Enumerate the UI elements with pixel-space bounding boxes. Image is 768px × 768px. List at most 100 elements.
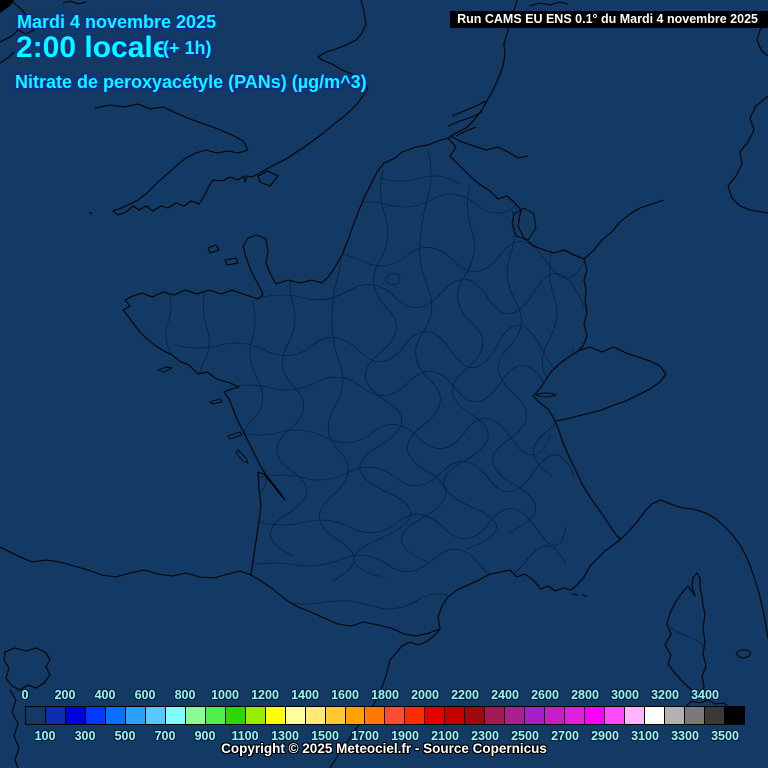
copyright-label: Copyright © 2025 Meteociel.fr - Source C… (221, 741, 547, 756)
legend-value-label: 2900 (591, 729, 619, 743)
legend-value-label: 1000 (211, 688, 239, 702)
legend-value-label: 1800 (371, 688, 399, 702)
legend-cell (225, 707, 246, 724)
zeeland-1 (447, 111, 483, 127)
color-scale-bar (25, 706, 745, 725)
legend-value-label: 900 (194, 729, 216, 743)
department-borders (165, 149, 611, 610)
legend-cell (505, 707, 526, 724)
run-info-box: Run CAMS EU ENS 0.1° du Mardi 4 novembre… (450, 11, 768, 28)
lake-geneva (535, 392, 557, 398)
legend-value-label: 0 (21, 688, 29, 702)
legend-cell (585, 707, 606, 724)
legend-value-label: 1300 (271, 729, 299, 743)
time-label: 2:00 locale (16, 31, 170, 64)
legend-cell (565, 707, 586, 724)
legend-cell (45, 707, 66, 724)
legend-value-label: 2700 (551, 729, 579, 743)
legend-cell (125, 707, 146, 724)
legend-cell (445, 707, 466, 724)
corsica-dept-line (669, 627, 705, 647)
time-offset-label: (+ 1h) (163, 38, 212, 58)
legend-value-label: 2100 (431, 729, 459, 743)
legend-cell (645, 707, 665, 724)
legend-value-label: 100 (34, 729, 56, 743)
legend-value-label: 1600 (331, 688, 359, 702)
legend-cell (65, 707, 86, 724)
legend-value-label: 3500 (711, 729, 739, 743)
ile-de-re (227, 431, 243, 440)
belle-ile (157, 366, 173, 373)
porquerolles (571, 593, 588, 597)
wales-bristol-coast (94, 103, 249, 151)
legend-value-label: 2500 (511, 729, 539, 743)
legend-cell (105, 707, 126, 724)
legend-value-label: 3100 (631, 729, 659, 743)
legend-cell (26, 707, 46, 724)
legend-cell (245, 707, 266, 724)
legend-cell (185, 707, 206, 724)
zeeland-3 (455, 126, 477, 137)
germany-border (583, 199, 665, 260)
legend-cell (605, 707, 626, 724)
legend-cell (305, 707, 326, 724)
legend-value-label: 3000 (611, 688, 639, 702)
legend-value-label: 1500 (311, 729, 339, 743)
spain-north-coast (0, 546, 252, 579)
legend-value-label: 300 (74, 729, 96, 743)
elba-island (735, 649, 752, 659)
belgium-coast (447, 119, 475, 139)
isle-of-wight (257, 170, 279, 187)
france-outline (122, 137, 622, 637)
legend-value-label: 1100 (231, 729, 259, 743)
legend-cell (85, 707, 106, 724)
legend-cell (465, 707, 486, 724)
variable-label: Nitrate de peroxyacétyle (PANs) (µg/m^3) (15, 72, 367, 92)
legend-value-label: 2200 (451, 688, 479, 702)
guernsey (207, 244, 220, 254)
legend-value-label: 3300 (671, 729, 699, 743)
legend-cell (285, 707, 306, 724)
date-label: Mardi 4 novembre 2025 (17, 12, 217, 32)
legend-value-label: 500 (114, 729, 136, 743)
legend-cell (165, 707, 186, 724)
legend-value-label: 2600 (531, 688, 559, 702)
italy-coast (620, 499, 768, 639)
legend-cell (145, 707, 166, 724)
legend-cell (265, 707, 286, 724)
spain-fragment-2 (9, 689, 20, 768)
wales-fragment (0, 1, 35, 43)
legend-cell (325, 707, 346, 724)
legend-cell (724, 707, 744, 724)
legend-cell (365, 707, 386, 724)
norfolk-fragment (529, 1, 569, 7)
cornwall-islands (88, 211, 93, 215)
legend-cell (665, 707, 685, 724)
legend-value-label: 1700 (351, 729, 379, 743)
legend-cell (525, 707, 546, 724)
legend-cell (425, 707, 446, 724)
legend-cell (205, 707, 226, 724)
legend-value-label: 3400 (691, 688, 719, 702)
legend-cell (684, 707, 705, 724)
legend-value-label: 600 (134, 688, 156, 702)
legend-value-label: 400 (94, 688, 116, 702)
noirmoutier (209, 398, 223, 405)
legend-cell (485, 707, 506, 724)
legend-value-label: 2000 (411, 688, 439, 702)
corner-land-patch (0, 0, 14, 13)
legend-cell (625, 707, 646, 724)
legend-value-label: 1200 (251, 688, 279, 702)
legend-value-label: 700 (154, 729, 176, 743)
legend-cell (405, 707, 426, 724)
legend-cell (345, 707, 366, 724)
top-edge-fragment (62, 0, 87, 5)
legend-cell (385, 707, 406, 724)
legend-value-label: 2800 (571, 688, 599, 702)
legend-value-label: 2300 (471, 729, 499, 743)
legend-cell (704, 707, 725, 724)
belgium-nl-border (449, 135, 529, 159)
